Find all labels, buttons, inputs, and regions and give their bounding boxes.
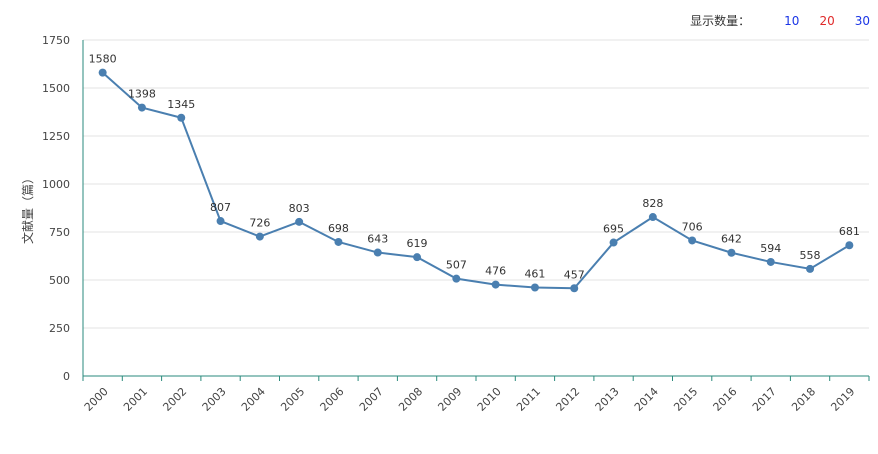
data-label: 507 <box>446 259 467 272</box>
data-label: 698 <box>328 222 349 235</box>
x-tick-label: 2002 <box>160 385 189 414</box>
data-point[interactable] <box>570 284 579 293</box>
data-point[interactable] <box>648 213 657 222</box>
display-count-option-20[interactable]: 20 <box>819 13 835 28</box>
display-count-selector: 显示数量： 10 20 30 <box>690 12 870 29</box>
data-label: 619 <box>407 237 428 250</box>
x-tick-label: 2004 <box>239 385 268 414</box>
data-point[interactable] <box>530 283 539 292</box>
x-tick-label: 2013 <box>593 385 622 414</box>
y-tick-label: 500 <box>49 274 70 287</box>
display-count-option-10[interactable]: 10 <box>784 13 800 28</box>
data-point[interactable] <box>334 237 343 246</box>
data-label: 476 <box>485 265 506 278</box>
data-labels: 1580 1398 1345 807 726 803 698 643 619 507 476 461 4… <box>89 53 860 282</box>
data-point[interactable] <box>255 232 264 241</box>
x-tick-label: 2018 <box>789 385 818 414</box>
data-label: 1398 <box>128 88 156 101</box>
y-tick-label: 0 <box>63 370 70 383</box>
data-point[interactable] <box>688 236 697 245</box>
data-point[interactable] <box>452 274 461 283</box>
x-tick-labels: 2000 2001 2002 2003 2004 2005 2006 2007 2008 2009… <box>82 385 858 414</box>
y-tick-label: 1750 <box>42 34 70 47</box>
data-point[interactable] <box>137 103 146 112</box>
data-label: 643 <box>367 233 388 246</box>
x-tick-label: 2006 <box>318 385 347 414</box>
x-tick-label: 2010 <box>475 385 504 414</box>
data-label: 457 <box>564 268 585 281</box>
x-tick-label: 2015 <box>671 385 700 414</box>
y-tick-labels: 0 250 500 750 1000 1250 1500 1750 <box>42 34 70 383</box>
data-point[interactable] <box>806 264 815 273</box>
data-label: 706 <box>682 220 703 233</box>
series-line-group <box>98 68 854 293</box>
data-point[interactable] <box>727 248 736 257</box>
data-point[interactable] <box>373 248 382 257</box>
x-tick-label: 2005 <box>278 385 307 414</box>
data-label: 1580 <box>89 53 117 66</box>
y-tick-label: 1000 <box>42 178 70 191</box>
display-count-option-30[interactable]: 30 <box>854 13 870 28</box>
data-point[interactable] <box>609 238 618 247</box>
y-tick-label: 1500 <box>42 82 70 95</box>
data-point[interactable] <box>766 257 775 266</box>
series-line <box>101 71 850 290</box>
x-tick-label: 2017 <box>750 385 779 414</box>
data-label: 726 <box>249 217 270 230</box>
data-label: 803 <box>289 202 310 215</box>
data-label: 642 <box>721 233 742 246</box>
x-tick-label: 2008 <box>396 385 425 414</box>
x-tick-label: 2019 <box>828 385 857 414</box>
x-tick-label: 2016 <box>711 385 740 414</box>
data-label: 681 <box>839 225 860 238</box>
x-tick-label: 2009 <box>435 385 464 414</box>
data-label: 1345 <box>167 98 195 111</box>
x-tick-label: 2003 <box>200 385 229 414</box>
x-tick-label: 2014 <box>632 385 661 414</box>
data-label: 807 <box>210 201 231 214</box>
x-tick-label: 2000 <box>82 385 111 414</box>
data-label: 695 <box>603 223 624 236</box>
data-point[interactable] <box>413 253 422 262</box>
x-tick-label: 2012 <box>553 385 582 414</box>
y-tick-label: 1250 <box>42 130 70 143</box>
data-point[interactable] <box>98 68 107 77</box>
x-tick-label: 2001 <box>121 385 150 414</box>
data-label: 461 <box>524 267 545 280</box>
x-tick-label: 2007 <box>357 385 386 414</box>
data-point[interactable] <box>177 113 186 122</box>
data-label: 594 <box>760 242 781 255</box>
data-point[interactable] <box>845 241 854 250</box>
data-label: 828 <box>642 197 663 210</box>
display-count-label: 显示数量： <box>690 14 751 28</box>
data-point[interactable] <box>491 280 500 289</box>
y-tick-label: 250 <box>49 322 70 335</box>
axes <box>82 40 870 381</box>
data-label: 558 <box>800 249 821 262</box>
x-tick-label: 2011 <box>514 385 543 414</box>
y-tick-label: 750 <box>49 226 70 239</box>
data-point[interactable] <box>295 217 304 226</box>
y-axis-label: 文献量（篇） <box>20 172 35 244</box>
grid-lines <box>83 39 869 329</box>
data-point[interactable] <box>216 217 225 226</box>
